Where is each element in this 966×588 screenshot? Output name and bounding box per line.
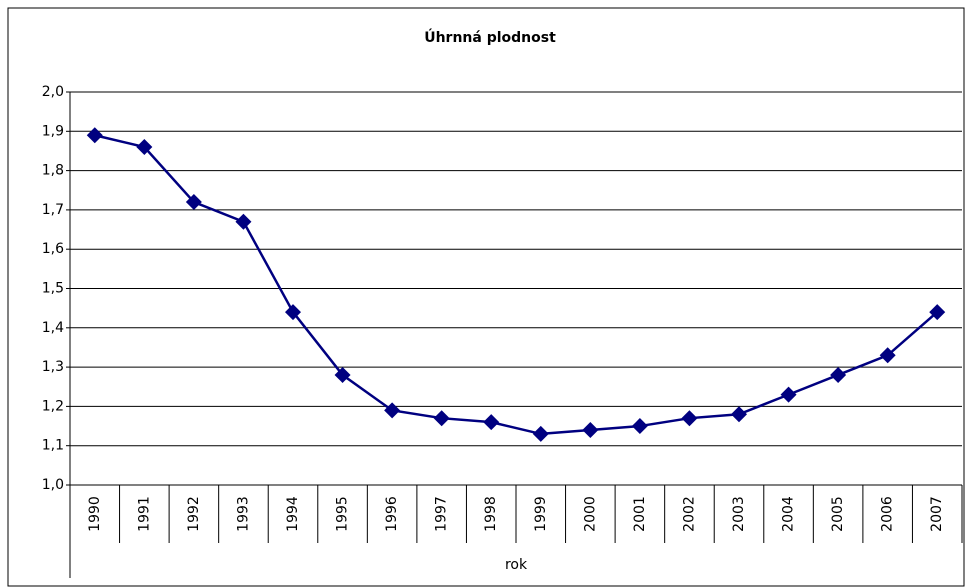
y-tick-label: 2,0 [42, 84, 64, 100]
x-tick-label: 1996 [384, 496, 400, 532]
data-point [879, 347, 896, 364]
y-tick-label: 1,3 [42, 359, 64, 375]
y-tick-label: 1,7 [42, 202, 64, 218]
x-tick-label: 1993 [235, 496, 251, 532]
data-point [235, 213, 252, 230]
data-point [929, 304, 946, 321]
x-tick-label: 1994 [285, 496, 301, 532]
x-tick-label: 2003 [731, 496, 747, 532]
y-tick-label: 1,4 [42, 320, 64, 336]
y-tick-label: 1,9 [42, 123, 64, 139]
data-point [582, 421, 599, 438]
data-point [830, 366, 847, 383]
x-tick-label: 1990 [87, 496, 103, 532]
x-tick-label: 2004 [781, 496, 797, 532]
chart-frame [7, 7, 965, 587]
data-point [136, 139, 153, 156]
y-tick-label: 1,5 [42, 281, 64, 297]
data-point [384, 402, 401, 419]
x-tick-label: 2005 [830, 496, 846, 532]
data-point [86, 127, 103, 144]
x-tick-label: 1991 [136, 496, 152, 532]
x-tick-label: 2000 [582, 496, 598, 532]
y-tick-label: 1,2 [42, 398, 64, 414]
x-tick-label: 2001 [632, 496, 648, 532]
data-point [532, 425, 549, 442]
x-tick-label: 1999 [533, 496, 549, 532]
data-point [433, 410, 450, 427]
data-point [483, 414, 500, 431]
data-point [681, 410, 698, 427]
y-tick-label: 1,1 [42, 438, 64, 454]
data-point [731, 406, 747, 423]
data-point [780, 386, 797, 403]
x-tick-label: 1995 [335, 496, 351, 532]
y-tick-label: 1,0 [42, 477, 64, 493]
x-tick-label: 2002 [681, 496, 697, 532]
data-point [334, 366, 351, 383]
y-tick-label: 1,8 [42, 163, 64, 179]
x-tick-label: 1992 [186, 496, 202, 532]
data-point [631, 418, 648, 435]
series-line [94, 134, 939, 436]
chart-title: Úhrnná plodnost [424, 28, 556, 46]
x-tick-label: 2007 [929, 496, 945, 532]
x-tick-label: 2006 [880, 496, 896, 532]
y-tick-label: 1,6 [42, 241, 64, 257]
data-point [185, 194, 202, 211]
x-tick-label: 1997 [434, 496, 450, 532]
data-point [285, 304, 301, 321]
x-axis-label: rok [505, 557, 528, 573]
x-tick-label: 1998 [483, 496, 499, 532]
